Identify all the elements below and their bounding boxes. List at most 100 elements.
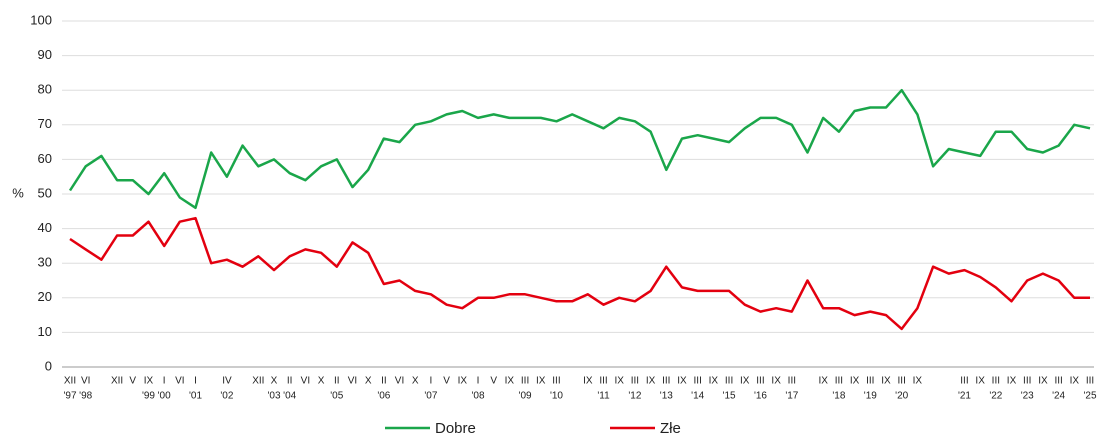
x-tick-label: X bbox=[318, 376, 325, 387]
x-tick-label: III bbox=[992, 376, 1000, 387]
x-year-label: '22 bbox=[989, 391, 1002, 402]
x-tick-label: V bbox=[443, 376, 450, 387]
y-tick-label: 40 bbox=[38, 220, 52, 235]
x-tick-label: V bbox=[490, 376, 497, 387]
y-tick-label: 80 bbox=[38, 82, 52, 97]
x-tick-label: IX bbox=[850, 376, 860, 387]
x-year-label: '08 bbox=[471, 391, 484, 402]
x-tick-label: IX bbox=[583, 376, 593, 387]
x-year-label: '97 bbox=[63, 391, 76, 402]
x-tick-label: I bbox=[430, 376, 433, 387]
x-year-label: '13 bbox=[660, 391, 673, 402]
y-tick-label: 50 bbox=[38, 185, 52, 200]
x-year-label: '07 bbox=[424, 391, 437, 402]
x-year-label: '20 bbox=[895, 391, 908, 402]
x-tick-label: III bbox=[788, 376, 796, 387]
x-tick-label: III bbox=[1023, 376, 1031, 387]
x-tick-label: IX bbox=[1007, 376, 1017, 387]
x-tick-label: III bbox=[1086, 376, 1094, 387]
x-tick-label: IX bbox=[1070, 376, 1080, 387]
x-tick-label: IX bbox=[615, 376, 625, 387]
x-tick-label: IX bbox=[677, 376, 687, 387]
x-tick-label: III bbox=[631, 376, 639, 387]
x-tick-label: VI bbox=[301, 376, 310, 387]
x-tick-label: IX bbox=[740, 376, 750, 387]
x-year-label: '19 bbox=[864, 391, 877, 402]
x-tick-label: IX bbox=[881, 376, 891, 387]
x-tick-label: II bbox=[287, 376, 293, 387]
x-tick-label: IX bbox=[819, 376, 829, 387]
x-tick-label: IX bbox=[458, 376, 468, 387]
y-tick-label: 100 bbox=[30, 12, 52, 27]
x-year-label: '16 bbox=[754, 391, 767, 402]
x-tick-label: VI bbox=[348, 376, 357, 387]
line bbox=[69, 216, 1090, 331]
x-tick-label: III bbox=[835, 376, 843, 387]
x-year-label: '17 bbox=[785, 391, 798, 402]
y-tick-label: 70 bbox=[38, 116, 52, 131]
x-tick-label: III bbox=[521, 376, 529, 387]
x-year-label: '09 bbox=[519, 391, 532, 402]
y-axis-label: % bbox=[12, 185, 24, 200]
x-year-label: '24 bbox=[1052, 391, 1065, 402]
x-year-label: '01 bbox=[189, 391, 202, 402]
x-tick-label: III bbox=[898, 376, 906, 387]
x-year-label: '05 bbox=[330, 391, 343, 402]
x-tick-label: IX bbox=[144, 376, 154, 387]
legend-label: Złe bbox=[660, 420, 681, 437]
x-tick-label: IX bbox=[505, 376, 515, 387]
x-tick-label: IV bbox=[222, 376, 232, 387]
x-tick-label: III bbox=[1054, 376, 1062, 387]
x-tick-label: II bbox=[381, 376, 387, 387]
x-tick-label: III bbox=[599, 376, 607, 387]
x-tick-label: III bbox=[552, 376, 560, 387]
x-year-label: '25 bbox=[1083, 391, 1096, 402]
x-tick-label: II bbox=[334, 376, 340, 387]
x-tick-label: IX bbox=[913, 376, 923, 387]
x-tick-label: IX bbox=[709, 376, 719, 387]
x-year-label: '10 bbox=[550, 391, 563, 402]
line bbox=[68, 88, 1091, 210]
x-year-label: '12 bbox=[628, 391, 641, 402]
x-tick-label: I bbox=[194, 376, 197, 387]
x-year-label: '06 bbox=[377, 391, 390, 402]
y-tick-label: 30 bbox=[38, 255, 52, 270]
x-year-label: '15 bbox=[723, 391, 736, 402]
x-tick-label: VI bbox=[175, 376, 184, 387]
x-tick-label: III bbox=[960, 376, 968, 387]
x-tick-label: IX bbox=[536, 376, 546, 387]
x-tick-label: III bbox=[866, 376, 874, 387]
x-tick-label: III bbox=[662, 376, 670, 387]
x-tick-label: XII bbox=[64, 376, 76, 387]
x-year-label: '02 bbox=[220, 391, 233, 402]
x-tick-label: VI bbox=[81, 376, 90, 387]
x-year-label: '21 bbox=[958, 391, 971, 402]
x-tick-label: XII bbox=[252, 376, 264, 387]
x-tick-label: III bbox=[725, 376, 733, 387]
x-tick-label: X bbox=[271, 376, 278, 387]
y-tick-label: 60 bbox=[38, 151, 52, 166]
x-year-label: '00 bbox=[158, 391, 171, 402]
y-tick-label: 0 bbox=[45, 358, 52, 373]
x-year-label: '14 bbox=[691, 391, 704, 402]
x-tick-label: III bbox=[756, 376, 764, 387]
x-year-label: '98 bbox=[79, 391, 92, 402]
x-year-label: '18 bbox=[832, 391, 845, 402]
x-tick-label: IX bbox=[646, 376, 656, 387]
x-tick-label: IX bbox=[1038, 376, 1048, 387]
x-tick-label: VI bbox=[395, 376, 404, 387]
x-tick-label: X bbox=[365, 376, 372, 387]
x-tick-label: I bbox=[163, 376, 166, 387]
y-tick-label: 20 bbox=[38, 289, 52, 304]
x-tick-label: X bbox=[412, 376, 419, 387]
legend-label: Dobre bbox=[435, 420, 476, 437]
x-tick-label: III bbox=[694, 376, 702, 387]
x-tick-label: XII bbox=[111, 376, 123, 387]
x-tick-label: V bbox=[129, 376, 136, 387]
y-tick-label: 10 bbox=[38, 324, 52, 339]
x-year-label: '23 bbox=[1021, 391, 1034, 402]
x-tick-label: I bbox=[477, 376, 480, 387]
x-tick-label: IX bbox=[771, 376, 781, 387]
x-year-label: '11 bbox=[597, 391, 610, 402]
